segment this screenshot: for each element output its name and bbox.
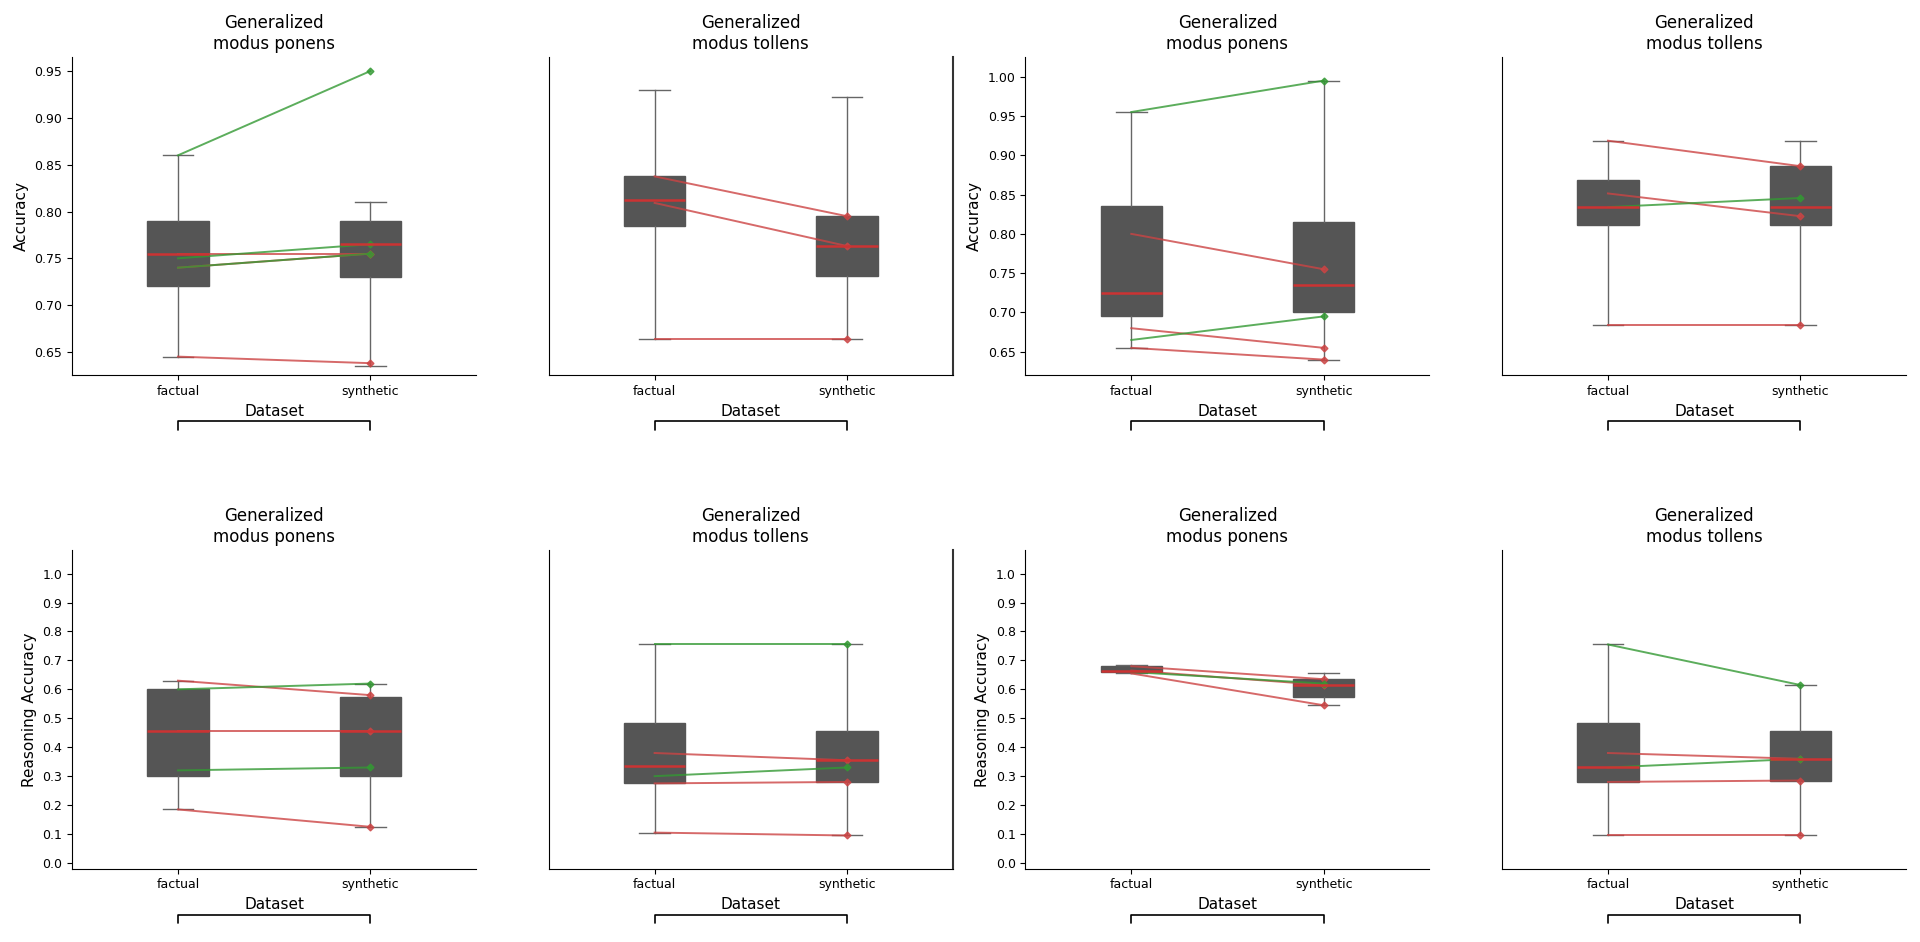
Y-axis label: Accuracy: Accuracy xyxy=(13,181,29,252)
X-axis label: Dataset: Dataset xyxy=(1198,403,1258,418)
PathPatch shape xyxy=(624,723,685,784)
PathPatch shape xyxy=(340,220,401,277)
PathPatch shape xyxy=(1100,666,1162,672)
Title: Generalized
modus ponens: Generalized modus ponens xyxy=(1167,508,1288,546)
Y-axis label: Reasoning Accuracy: Reasoning Accuracy xyxy=(21,632,36,787)
PathPatch shape xyxy=(340,696,401,776)
PathPatch shape xyxy=(816,731,877,782)
PathPatch shape xyxy=(148,690,209,776)
Title: Generalized
modus tollens: Generalized modus tollens xyxy=(1645,14,1763,53)
PathPatch shape xyxy=(624,176,685,226)
Title: Generalized
modus ponens: Generalized modus ponens xyxy=(1167,14,1288,53)
Y-axis label: Reasoning Accuracy: Reasoning Accuracy xyxy=(975,632,991,787)
X-axis label: Dataset: Dataset xyxy=(1674,403,1734,418)
PathPatch shape xyxy=(1576,723,1640,782)
PathPatch shape xyxy=(1292,222,1354,313)
X-axis label: Dataset: Dataset xyxy=(244,403,303,418)
X-axis label: Dataset: Dataset xyxy=(1674,897,1734,912)
X-axis label: Dataset: Dataset xyxy=(720,897,781,912)
PathPatch shape xyxy=(816,216,877,276)
PathPatch shape xyxy=(148,220,209,286)
Title: Generalized
modus tollens: Generalized modus tollens xyxy=(1645,508,1763,546)
PathPatch shape xyxy=(1770,166,1832,225)
PathPatch shape xyxy=(1292,679,1354,696)
Title: Generalized
modus ponens: Generalized modus ponens xyxy=(213,14,336,53)
PathPatch shape xyxy=(1576,180,1640,225)
PathPatch shape xyxy=(1100,206,1162,317)
X-axis label: Dataset: Dataset xyxy=(1198,897,1258,912)
Y-axis label: Accuracy: Accuracy xyxy=(968,181,983,252)
X-axis label: Dataset: Dataset xyxy=(720,403,781,418)
Title: Generalized
modus tollens: Generalized modus tollens xyxy=(693,508,808,546)
Title: Generalized
modus tollens: Generalized modus tollens xyxy=(693,14,808,53)
X-axis label: Dataset: Dataset xyxy=(244,897,303,912)
PathPatch shape xyxy=(1770,731,1832,781)
Title: Generalized
modus ponens: Generalized modus ponens xyxy=(213,508,336,546)
